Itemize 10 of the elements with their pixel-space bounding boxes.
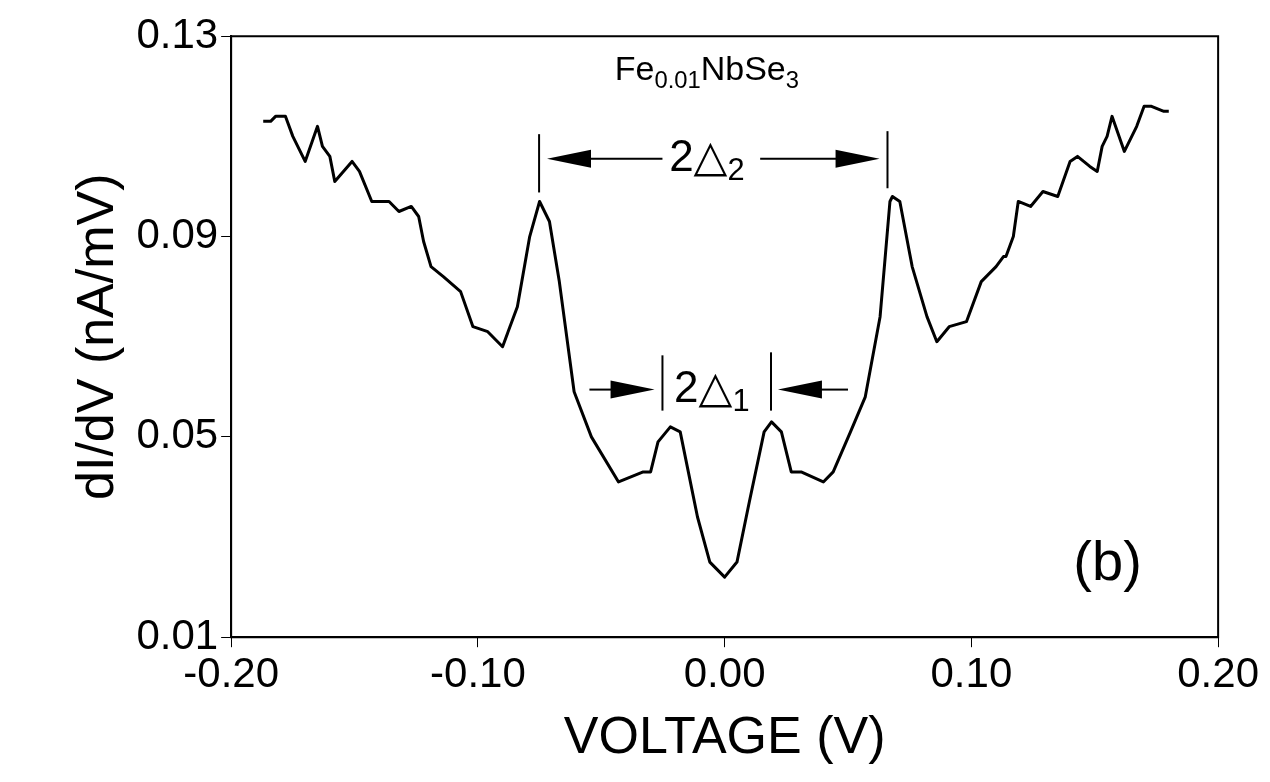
y-tick-label: 0.09 <box>136 210 219 258</box>
x-axis-title: VOLTAGE (V) <box>563 706 886 765</box>
x-tick-label: 0.00 <box>683 648 766 696</box>
y-axis-title: dI/dV (nA/mV) <box>65 173 124 500</box>
x-tick-label: 0.10 <box>930 648 1013 696</box>
x-tick-label: 0.20 <box>1177 648 1259 696</box>
annotation: (b) <box>1073 528 1142 592</box>
y-tick-label: 0.05 <box>136 410 219 458</box>
y-tick-label: 0.13 <box>136 9 219 57</box>
x-tick-label: -0.10 <box>430 648 526 696</box>
